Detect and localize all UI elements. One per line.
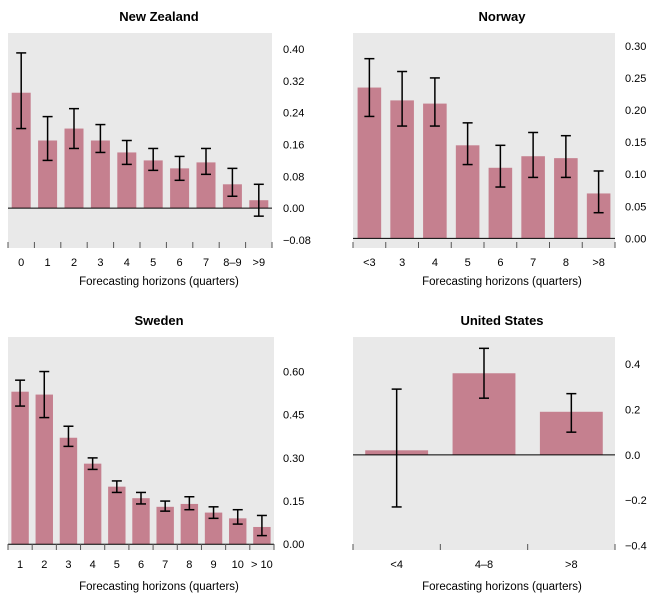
y-tick-label: 0.15 bbox=[625, 137, 646, 149]
y-tick-label: 0.10 bbox=[625, 169, 646, 181]
x-tick-label: <3 bbox=[363, 257, 376, 269]
bar bbox=[180, 503, 199, 545]
x-tick-label: 4–8 bbox=[475, 559, 493, 571]
chart-title: Sweden bbox=[134, 313, 183, 328]
bar bbox=[38, 140, 58, 209]
y-tick-label: 0.40 bbox=[283, 44, 304, 56]
y-tick-label: 0.00 bbox=[625, 233, 646, 245]
chart-panel-0: New Zealand −0.08 0.00 0.08 0.16 0.24 0.32 0.40… bbox=[7, 9, 311, 288]
bar bbox=[455, 145, 480, 239]
x-tick-label: 2 bbox=[71, 257, 77, 269]
bar bbox=[204, 512, 223, 545]
y-tick-label: 0.08 bbox=[283, 171, 304, 183]
bar bbox=[586, 193, 611, 239]
y-tick-label: 0.00 bbox=[283, 203, 304, 215]
y-tick-label: 0.20 bbox=[625, 105, 646, 117]
bar bbox=[488, 167, 513, 239]
x-tick-label: 7 bbox=[162, 559, 168, 571]
x-tick-label: >9 bbox=[253, 257, 266, 269]
chart-title: Norway bbox=[479, 9, 527, 24]
x-tick-label: 5 bbox=[465, 257, 471, 269]
x-tick-label: 2 bbox=[41, 559, 47, 571]
y-tick-label: 0.24 bbox=[283, 108, 304, 120]
x-tick-label: 1 bbox=[45, 257, 51, 269]
x-tick-label: 7 bbox=[530, 257, 536, 269]
x-tick-label: <4 bbox=[390, 559, 403, 571]
x-axis-label: Forecasting horizons (quarters) bbox=[79, 581, 239, 593]
x-tick-label: 3 bbox=[65, 559, 71, 571]
chart-panel-1: Norway 0.00 0.05 0.10 0.15 0.20 0.25 0.30 <3 3 4 5 6… bbox=[352, 9, 646, 288]
y-tick-label: 0.32 bbox=[283, 76, 304, 88]
x-tick-label: 0 bbox=[18, 257, 24, 269]
y-tick-label: 0.60 bbox=[283, 367, 304, 379]
y-tick-label: 0.25 bbox=[625, 73, 646, 85]
y-tick-label: −0.4 bbox=[625, 540, 647, 552]
bar bbox=[90, 140, 110, 209]
x-tick-label: 3 bbox=[399, 257, 405, 269]
x-tick-label: 4 bbox=[432, 257, 438, 269]
x-axis-label: Forecasting horizons (quarters) bbox=[422, 581, 582, 593]
bar bbox=[143, 160, 163, 209]
bar bbox=[35, 394, 53, 545]
x-tick-label: 9 bbox=[210, 559, 216, 571]
bar bbox=[554, 158, 578, 239]
x-axis-label: Forecasting horizons (quarters) bbox=[422, 276, 582, 288]
y-tick-label: −0.2 bbox=[625, 495, 647, 507]
x-tick-label: > 10 bbox=[251, 559, 273, 571]
x-tick-label: 4 bbox=[90, 559, 96, 571]
x-tick-label: >8 bbox=[592, 257, 605, 269]
bar bbox=[11, 92, 31, 209]
chart-title: New Zealand bbox=[119, 9, 199, 24]
y-tick-label: −0.08 bbox=[283, 235, 311, 247]
y-tick-label: 0.30 bbox=[283, 453, 304, 465]
bar bbox=[521, 156, 545, 239]
bar bbox=[108, 486, 126, 545]
x-tick-label: 6 bbox=[497, 257, 503, 269]
x-tick-label: 8–9 bbox=[223, 257, 241, 269]
chart-title: United States bbox=[460, 313, 543, 328]
x-tick-label: 6 bbox=[138, 559, 144, 571]
chart-panel-3: United States −0.4 −0.2 0.0 0.2 0.4 <4 4–8 >8 For… bbox=[352, 313, 647, 593]
x-tick-label: 6 bbox=[177, 257, 183, 269]
y-tick-label: 0.30 bbox=[625, 41, 646, 53]
x-tick-label: 1 bbox=[17, 559, 23, 571]
y-tick-label: 0.2 bbox=[625, 405, 640, 417]
bar bbox=[390, 100, 414, 239]
x-tick-label: 3 bbox=[97, 257, 103, 269]
bar bbox=[11, 391, 29, 545]
bar bbox=[117, 152, 137, 209]
x-tick-label: 4 bbox=[124, 257, 130, 269]
x-tick-label: 5 bbox=[150, 257, 156, 269]
bar bbox=[156, 506, 174, 545]
y-tick-label: 0.00 bbox=[283, 539, 304, 551]
x-tick-label: 8 bbox=[563, 257, 569, 269]
x-tick-label: 5 bbox=[114, 559, 120, 571]
x-axis-label: Forecasting horizons (quarters) bbox=[79, 276, 239, 288]
bar bbox=[357, 87, 382, 239]
x-tick-label: 8 bbox=[186, 559, 192, 571]
y-tick-label: 0.45 bbox=[283, 410, 304, 422]
x-tick-label: >8 bbox=[565, 559, 578, 571]
bar bbox=[423, 103, 447, 239]
y-tick-label: 0.16 bbox=[283, 139, 304, 151]
x-tick-label: 10 bbox=[232, 559, 244, 571]
chart-panel-2: Sweden 0.00 0.15 0.30 0.45 0.60 1 2 3 4 5 6 7 8 9 10 > 1… bbox=[7, 313, 304, 593]
bar bbox=[59, 437, 78, 545]
y-tick-label: 0.0 bbox=[625, 450, 640, 462]
bar bbox=[83, 463, 102, 545]
y-tick-label: 0.4 bbox=[625, 359, 640, 371]
y-tick-label: 0.05 bbox=[625, 201, 646, 213]
x-tick-label: 7 bbox=[203, 257, 209, 269]
bar bbox=[132, 498, 150, 545]
bar bbox=[170, 168, 190, 209]
y-tick-label: 0.15 bbox=[283, 496, 304, 508]
